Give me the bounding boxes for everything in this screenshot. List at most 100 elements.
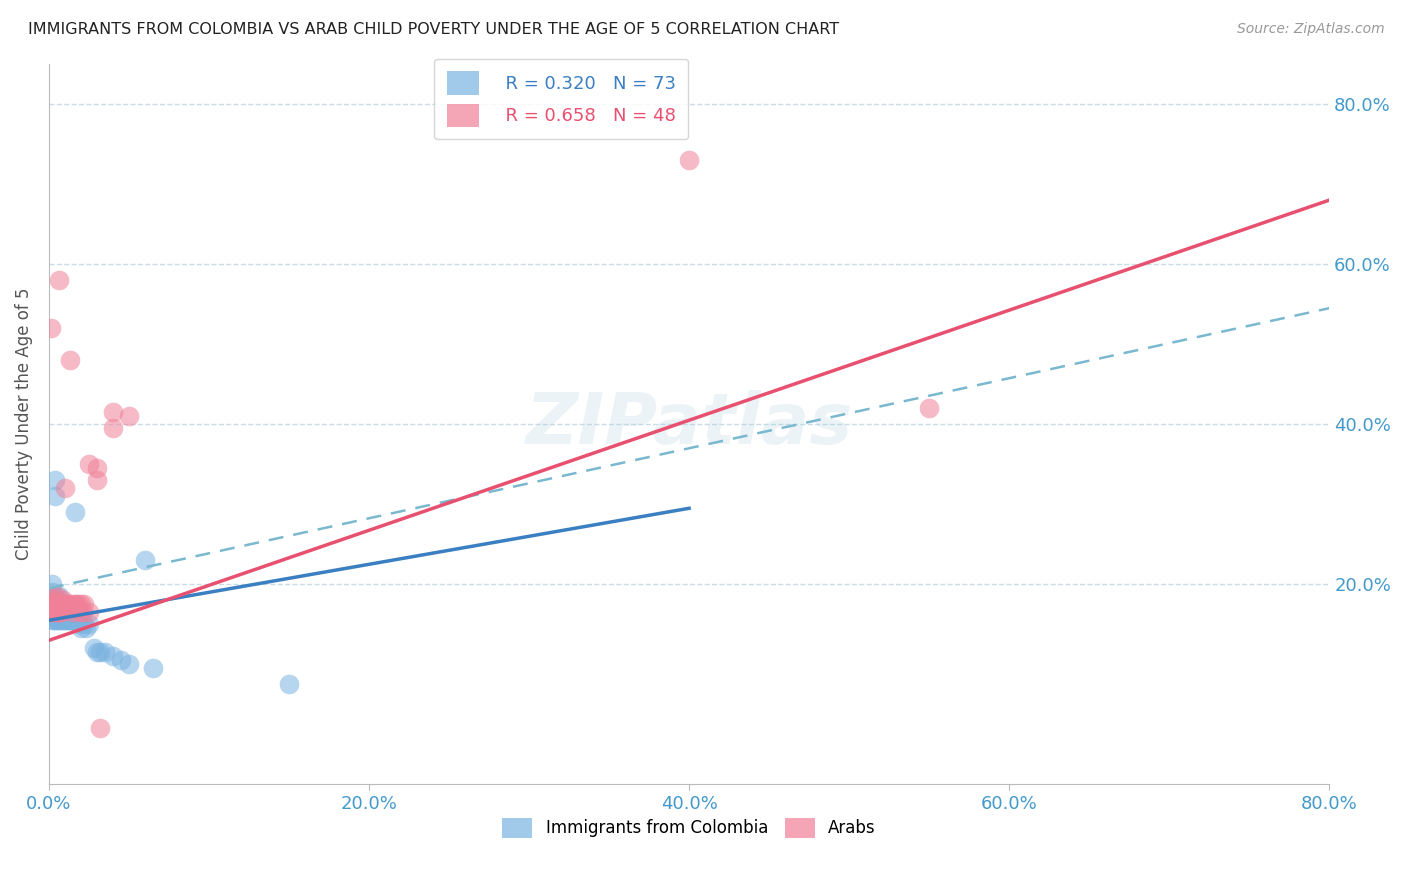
- Point: [53, 605, 76, 619]
- Point: [42, 605, 65, 619]
- Point: [41, 601, 63, 615]
- Point: [46, 593, 69, 607]
- Point: [65, 613, 87, 627]
- Point: [39, 605, 62, 619]
- Point: [142, 661, 165, 675]
- Point: [918, 401, 941, 416]
- Point: [52, 605, 75, 619]
- Point: [77, 457, 100, 471]
- Point: [39, 597, 62, 611]
- Point: [39, 605, 62, 619]
- Point: [46, 605, 69, 619]
- Point: [46, 605, 69, 619]
- Point: [101, 421, 124, 435]
- Point: [278, 677, 301, 691]
- Point: [48, 605, 70, 619]
- Point: [101, 405, 124, 419]
- Point: [134, 553, 156, 567]
- Point: [44, 473, 66, 487]
- Point: [44, 605, 66, 619]
- Point: [89, 722, 111, 736]
- Point: [51, 613, 73, 627]
- Point: [48, 597, 70, 611]
- Point: [62, 609, 84, 624]
- Point: [46, 601, 69, 615]
- Point: [44, 613, 66, 627]
- Y-axis label: Child Poverty Under the Age of 5: Child Poverty Under the Age of 5: [15, 288, 32, 560]
- Point: [59, 353, 82, 368]
- Point: [41, 605, 63, 619]
- Point: [56, 605, 79, 619]
- Point: [55, 613, 77, 627]
- Point: [60, 597, 83, 611]
- Point: [59, 601, 82, 615]
- Point: [59, 609, 82, 624]
- Point: [42, 601, 65, 615]
- Point: [48, 590, 70, 604]
- Point: [49, 613, 72, 627]
- Point: [53, 613, 76, 627]
- Point: [42, 590, 65, 604]
- Text: ZIPatlas: ZIPatlas: [526, 390, 853, 458]
- Point: [41, 585, 63, 599]
- Point: [49, 605, 72, 619]
- Point: [67, 617, 90, 632]
- Point: [55, 605, 77, 619]
- Point: [60, 609, 83, 624]
- Point: [56, 613, 79, 627]
- Point: [86, 461, 108, 475]
- Point: [94, 645, 117, 659]
- Point: [51, 601, 73, 615]
- Point: [53, 481, 76, 495]
- Point: [65, 597, 87, 611]
- Point: [118, 657, 141, 672]
- Point: [44, 597, 66, 611]
- Point: [49, 605, 72, 619]
- Legend: Immigrants from Colombia, Arabs: Immigrants from Colombia, Arabs: [496, 811, 883, 845]
- Point: [73, 597, 96, 611]
- Point: [42, 613, 65, 627]
- Point: [44, 489, 66, 503]
- Point: [48, 597, 70, 611]
- Point: [67, 605, 90, 619]
- Point: [62, 613, 84, 627]
- Point: [48, 613, 70, 627]
- Point: [83, 641, 105, 656]
- Point: [52, 609, 75, 624]
- Point: [42, 605, 65, 619]
- Point: [44, 597, 66, 611]
- Point: [86, 645, 108, 659]
- Point: [39, 597, 62, 611]
- Point: [42, 593, 65, 607]
- Point: [41, 597, 63, 611]
- Point: [72, 605, 94, 619]
- Point: [51, 605, 73, 619]
- Point: [44, 597, 66, 611]
- Point: [70, 621, 93, 635]
- Point: [51, 597, 73, 611]
- Point: [60, 613, 83, 627]
- Point: [52, 593, 75, 607]
- Point: [62, 605, 84, 619]
- Point: [48, 273, 70, 287]
- Point: [52, 613, 75, 627]
- Point: [678, 153, 700, 167]
- Point: [75, 621, 97, 635]
- Point: [70, 613, 93, 627]
- Point: [39, 321, 62, 335]
- Point: [73, 617, 96, 632]
- Point: [101, 649, 124, 664]
- Point: [66, 597, 89, 611]
- Point: [41, 593, 63, 607]
- Point: [46, 601, 69, 615]
- Point: [63, 597, 86, 611]
- Point: [51, 605, 73, 619]
- Point: [77, 617, 100, 632]
- Text: Source: ZipAtlas.com: Source: ZipAtlas.com: [1237, 22, 1385, 37]
- Point: [41, 577, 63, 591]
- Point: [49, 597, 72, 611]
- Point: [63, 505, 86, 519]
- Text: IMMIGRANTS FROM COLOMBIA VS ARAB CHILD POVERTY UNDER THE AGE OF 5 CORRELATION CH: IMMIGRANTS FROM COLOMBIA VS ARAB CHILD P…: [28, 22, 839, 37]
- Point: [46, 613, 69, 627]
- Point: [86, 473, 108, 487]
